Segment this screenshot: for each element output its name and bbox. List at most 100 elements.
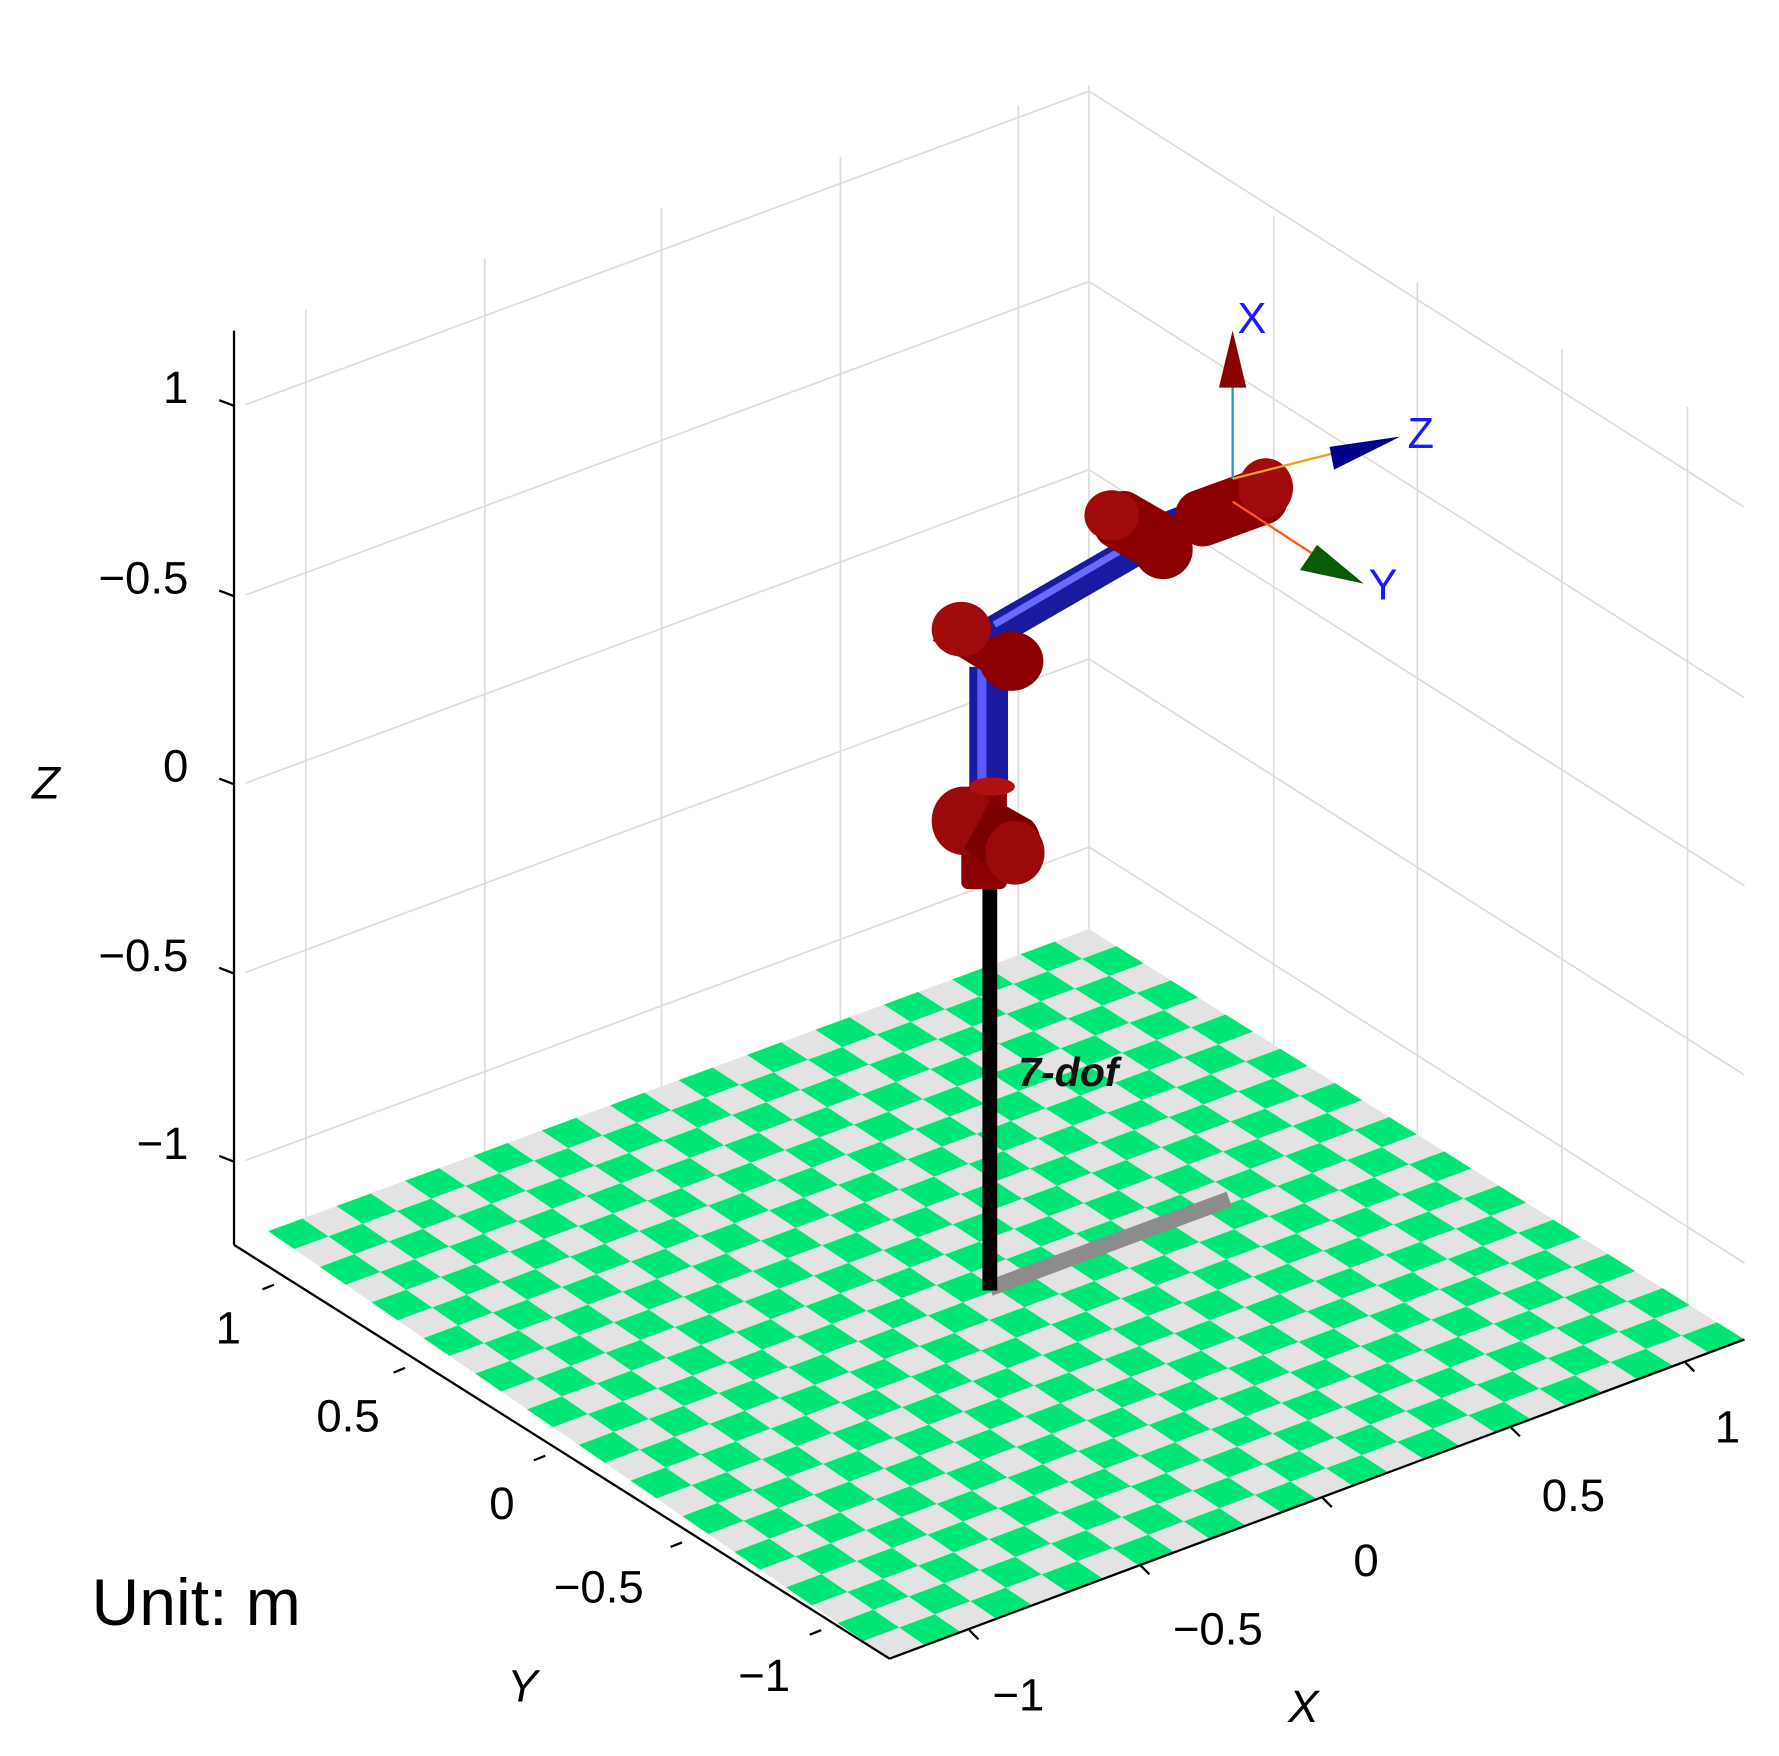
floor-tile: [708, 1192, 770, 1224]
floor-tile: [1219, 1385, 1282, 1417]
floor-tile: [1547, 1344, 1611, 1376]
floor-tile: [1176, 1074, 1239, 1105]
floor-tile: [1244, 1294, 1307, 1325]
floor-tile: [1129, 1255, 1192, 1286]
frame-arrow: [1218, 330, 1247, 388]
floor-tile: [1222, 1138, 1285, 1169]
floor-tile: [1192, 1477, 1255, 1509]
floor-tile: [492, 1299, 554, 1331]
floor-tile: [587, 1401, 649, 1432]
floor-tile: [1007, 1464, 1070, 1496]
floor-tile: [1385, 1241, 1448, 1273]
floor-tile: [1069, 1468, 1131, 1500]
floor-tile: [1130, 1473, 1193, 1504]
floor-tile: [1289, 1359, 1353, 1390]
floor-tile: [501, 1269, 562, 1300]
floor-tile: [1022, 1185, 1084, 1217]
floor-tile: [788, 1354, 850, 1385]
floor-tile: [893, 1424, 955, 1456]
floor-tile: [954, 1429, 1017, 1460]
floor-tile: [1014, 1216, 1076, 1247]
floor-tile: [792, 1107, 854, 1138]
floor-tile: [1182, 1289, 1245, 1321]
floor-tile: [945, 1459, 1008, 1491]
floor-tile: [1033, 1372, 1096, 1404]
floor-tile: [1030, 1155, 1092, 1186]
floor-tile: [700, 1223, 761, 1254]
floor-tile: [475, 1360, 536, 1392]
floor-tile: [670, 1097, 732, 1128]
floor-tile: [1510, 1249, 1573, 1281]
floor-tile: [1463, 1185, 1526, 1216]
joint: [1133, 519, 1193, 580]
floor-tile: [1042, 1341, 1105, 1373]
joint: [1238, 458, 1294, 518]
floor-tile: [822, 1232, 884, 1263]
x-tick: [1509, 1426, 1521, 1438]
floor-tile: [1153, 1164, 1216, 1195]
floor-tile: [1414, 1367, 1477, 1398]
floor-tile: [1095, 1376, 1158, 1408]
floor-tile: [1236, 1324, 1299, 1355]
floor-tile: [1281, 1389, 1344, 1421]
floor-tile: [796, 1323, 859, 1355]
floor-tile: [1284, 1143, 1347, 1174]
floor-tile: [541, 1117, 603, 1149]
floor-tile: [1114, 1069, 1177, 1100]
floor-tile: [630, 1248, 692, 1280]
floor-tile: [1050, 1530, 1113, 1562]
floor-tile: [1627, 1288, 1690, 1319]
z-tick: [218, 966, 235, 975]
z-tick: [218, 777, 235, 786]
checkerboard-floor: [268, 929, 1745, 1659]
floor-tile: [1139, 1442, 1202, 1474]
floor-tile: [1360, 1332, 1423, 1364]
floor-tile: [980, 1337, 1043, 1369]
floor-tile: [963, 1398, 1026, 1430]
floor-tile: [465, 1173, 526, 1204]
link-highlight: [992, 537, 1140, 628]
floor-tile: [319, 1254, 381, 1285]
floor-tile: [1618, 1318, 1682, 1349]
floor-tile: [747, 1042, 808, 1073]
floor-tile: [371, 1289, 433, 1321]
floor-tile: [678, 1067, 740, 1098]
floor-tile: [849, 1358, 911, 1390]
floor-tile: [998, 1495, 1060, 1526]
floor-tile: [1409, 1151, 1472, 1182]
floor-tile: [991, 1060, 1054, 1091]
floor-tile: [484, 1330, 545, 1361]
floor-tile: [1343, 1393, 1406, 1425]
y-tick: [670, 1541, 683, 1549]
floor-tile: [594, 1152, 656, 1184]
floor-tile: [785, 1574, 848, 1606]
floor-tile: [927, 1521, 990, 1553]
floor-tile: [1067, 1005, 1130, 1036]
floor-tile: [869, 1051, 931, 1082]
floor-tile: [930, 1056, 992, 1087]
floor-tile: [918, 1552, 980, 1584]
y-tick-label: 0.5: [316, 1390, 379, 1441]
floor-tile: [1261, 1233, 1324, 1264]
floor-tile: [1086, 1407, 1149, 1439]
floor-tile: [1354, 1117, 1417, 1148]
floor-tile: [1191, 1259, 1254, 1290]
floor-tile: [602, 1122, 664, 1153]
floor-tile: [1447, 1245, 1511, 1277]
floor-tile: [1191, 1014, 1253, 1045]
floor-tile: [784, 1137, 847, 1168]
x-tick-label: 1: [1715, 1402, 1740, 1453]
floor-tile: [866, 1516, 928, 1548]
floor-tile: [919, 1332, 981, 1364]
floor-tile: [1161, 1134, 1223, 1165]
x-tick-label: 0: [1353, 1535, 1378, 1586]
base-plate: [987, 1191, 1232, 1296]
floor-tile: [718, 1380, 780, 1411]
floor-tile: [1051, 1311, 1113, 1342]
z-tick-label: 1: [163, 362, 188, 413]
floor-tile: [1564, 1284, 1628, 1315]
y-tick-label: −1: [738, 1650, 790, 1701]
z-tick-label: −0.5: [98, 552, 188, 603]
floor-tile: [1074, 975, 1137, 1006]
